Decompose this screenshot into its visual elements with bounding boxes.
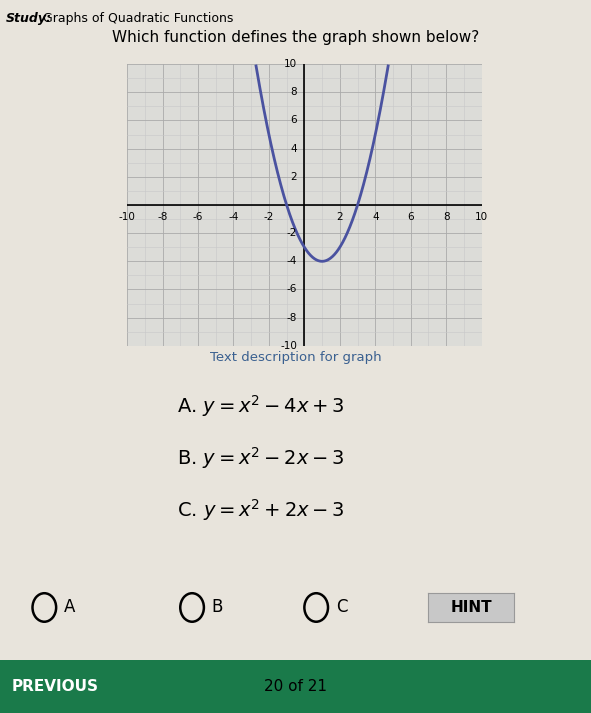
Text: 6: 6	[291, 116, 297, 125]
Text: Which function defines the graph shown below?: Which function defines the graph shown b…	[112, 30, 479, 45]
Text: B: B	[212, 598, 223, 617]
Text: 10: 10	[475, 212, 488, 222]
Text: C. $y= x^2 + 2x - 3$: C. $y= x^2 + 2x - 3$	[177, 497, 345, 523]
Text: -10: -10	[119, 212, 135, 222]
Text: -8: -8	[287, 312, 297, 323]
Text: -4: -4	[228, 212, 239, 222]
Text: 4: 4	[291, 143, 297, 154]
Text: 4: 4	[372, 212, 379, 222]
Text: 8: 8	[443, 212, 450, 222]
Text: A: A	[64, 598, 75, 617]
Text: Text description for graph: Text description for graph	[210, 351, 381, 364]
Text: 10: 10	[284, 59, 297, 69]
Text: -6: -6	[287, 284, 297, 294]
Text: 20 of 21: 20 of 21	[264, 679, 327, 694]
Text: B. $y= x^2 - 2x - 3$: B. $y= x^2 - 2x - 3$	[177, 445, 345, 471]
Text: -10: -10	[280, 341, 297, 351]
Text: -2: -2	[264, 212, 274, 222]
Text: Graphs of Quadratic Functions: Graphs of Quadratic Functions	[43, 12, 233, 25]
Text: -8: -8	[157, 212, 168, 222]
Text: 2: 2	[291, 172, 297, 182]
Text: -6: -6	[193, 212, 203, 222]
Text: -2: -2	[287, 228, 297, 238]
Text: C: C	[336, 598, 347, 617]
Text: Study:: Study:	[6, 12, 52, 25]
Text: HINT: HINT	[450, 600, 492, 615]
Text: A. $y= x^2 - 4x + 3$: A. $y= x^2 - 4x + 3$	[177, 394, 345, 419]
Text: PREVIOUS: PREVIOUS	[12, 679, 99, 694]
Text: 2: 2	[336, 212, 343, 222]
Text: -4: -4	[287, 256, 297, 267]
Text: 8: 8	[291, 87, 297, 98]
Text: 6: 6	[407, 212, 414, 222]
